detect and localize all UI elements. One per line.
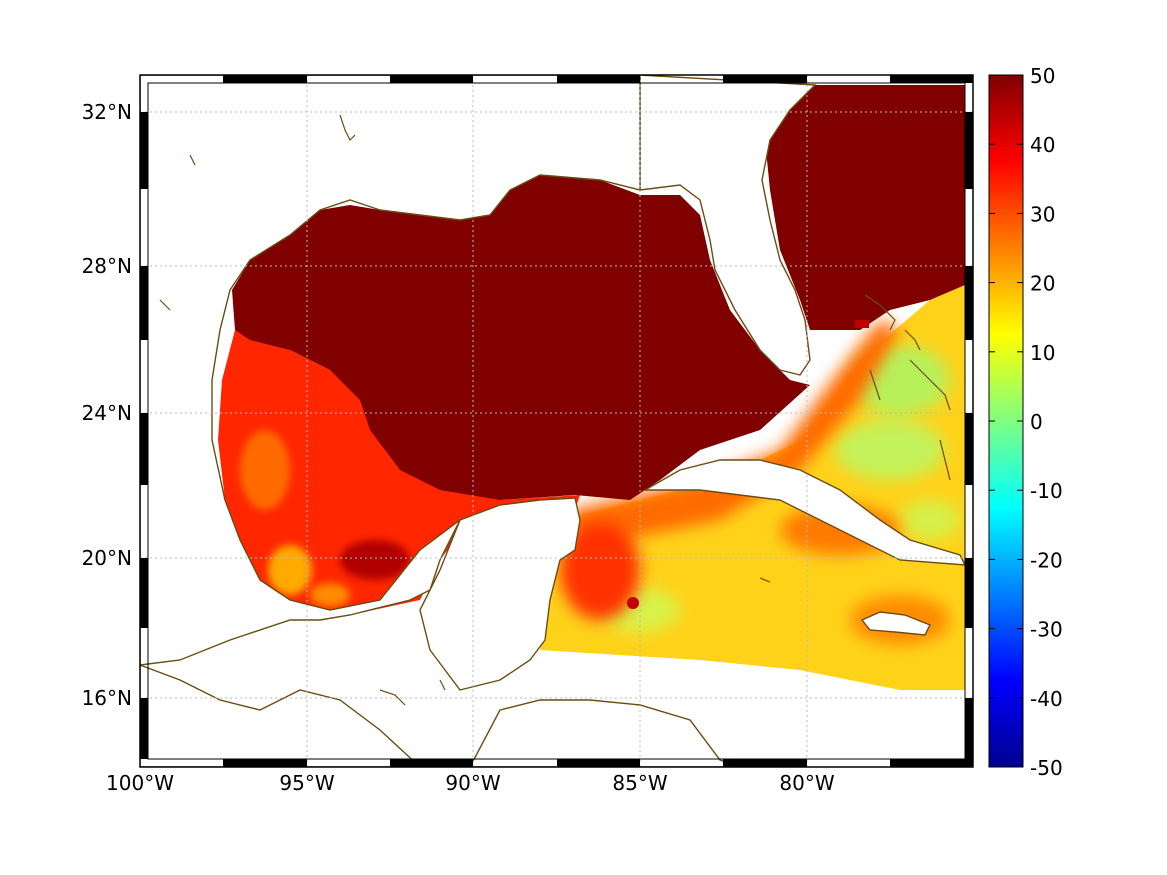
- lon-tick-label: 95°W: [279, 771, 334, 795]
- colorbar-tick-label: 20: [1030, 272, 1055, 296]
- lon-tick-labels: 100°W 95°W 90°W 85°W 80°W: [106, 771, 835, 795]
- lat-tick-label: 24°N: [82, 401, 132, 425]
- coastlines: [140, 75, 967, 767]
- lat-tick-label: 16°N: [82, 686, 132, 710]
- lon-tick-label: 80°W: [779, 771, 834, 795]
- field-layer: [140, 75, 967, 767]
- colorbar-tick-label: -20: [1030, 548, 1063, 572]
- mexico: [140, 75, 641, 666]
- central-america: [140, 664, 422, 767]
- lat-tick-labels: 16°N 20°N 24°N 28°N 32°N: [82, 100, 132, 710]
- colorbar-ticks: 50 40 30 20 10 0 -10 -20 -30 -40 -50: [989, 64, 1063, 780]
- colorbar-tick-label: 0: [1030, 410, 1043, 434]
- colorbar-tick-label: -50: [1030, 756, 1063, 780]
- colorbar-tick-label: 30: [1030, 202, 1055, 226]
- lon-tick-label: 85°W: [612, 771, 667, 795]
- colorbar-tick-label: -10: [1030, 479, 1063, 503]
- atlantic-north: [765, 85, 965, 330]
- lon-tick-label: 90°W: [445, 771, 500, 795]
- lon-tick-label: 100°W: [106, 771, 174, 795]
- colorbar-tick-label: 40: [1030, 133, 1055, 157]
- colorbar-tick-label: 50: [1030, 64, 1055, 88]
- colorbar: 50 40 30 20 10 0 -10 -20 -30 -40 -50: [988, 64, 1063, 780]
- colorbar-tick-label: -40: [1030, 687, 1063, 711]
- honduras: [469, 699, 741, 767]
- grid: [140, 75, 973, 767]
- lat-tick-label: 28°N: [82, 254, 132, 278]
- lat-tick-label: 20°N: [82, 546, 132, 570]
- bay-of-campeche: [240, 430, 410, 607]
- yucatan: [419, 497, 581, 691]
- cuba: [642, 459, 967, 566]
- small-islands: [159, 114, 951, 706]
- western-gulf-shelf: [218, 330, 580, 615]
- gulf-interior: [232, 175, 810, 500]
- lat-tick-label: 32°N: [82, 100, 132, 124]
- jamaica: [860, 611, 931, 636]
- colorbar-tick-label: -30: [1030, 618, 1063, 642]
- map-frame: [139, 74, 974, 768]
- colorbar-tick-label: 10: [1030, 341, 1055, 365]
